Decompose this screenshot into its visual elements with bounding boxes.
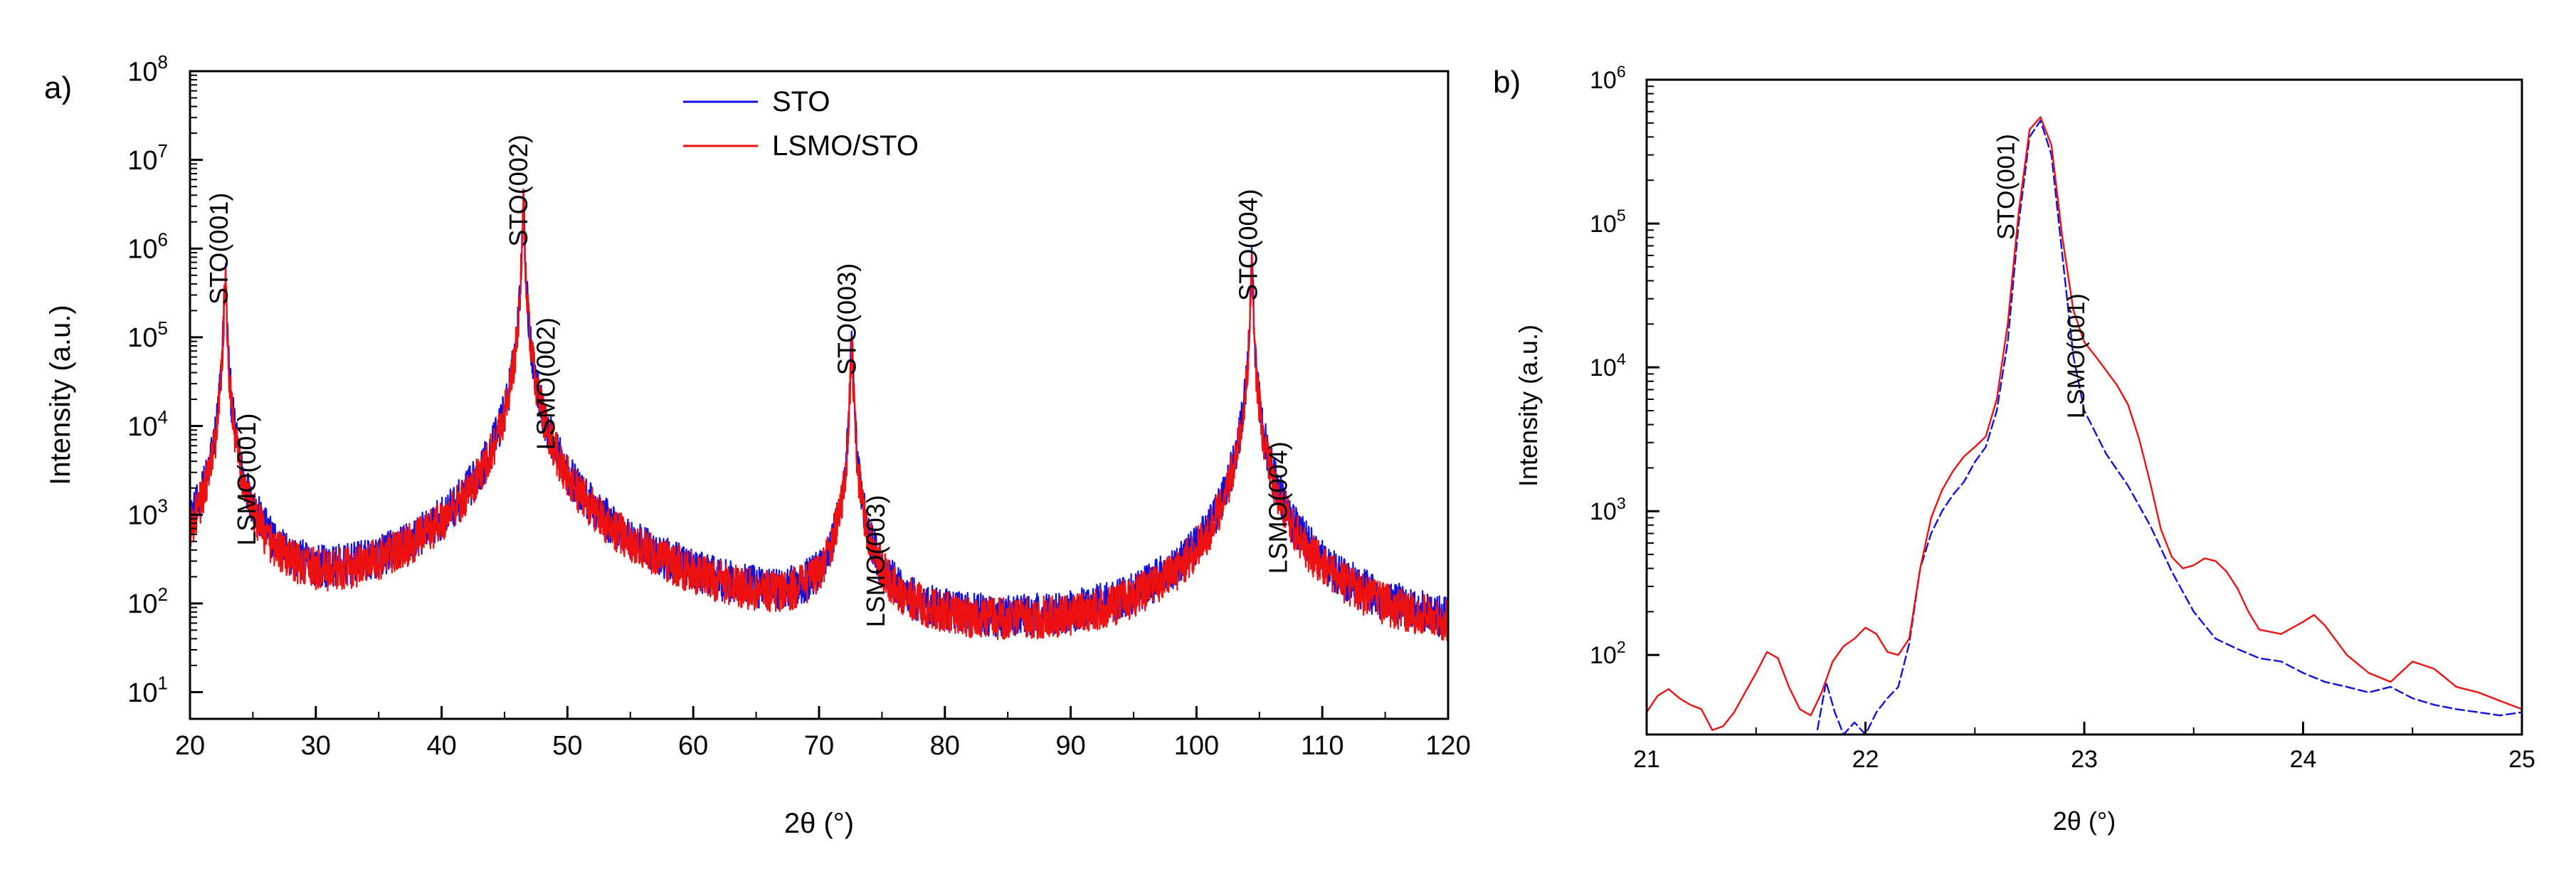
panel-b-x-tick-label: 22 [1852, 746, 1879, 773]
panel-b-y-tick-label: 104 [1590, 350, 1626, 381]
panel-b-series-sto-line [1816, 120, 2523, 736]
panel-b-plot-area [1646, 116, 2523, 736]
panel-a-y-tick-label: 102 [127, 585, 168, 619]
panel-b-y-axis-label: Intensity (a.u.) [1514, 325, 1543, 487]
panel-a-peak-label: STO(004) [1233, 189, 1262, 300]
series-lsmo-sto-line [189, 188, 1450, 641]
panel-a-peak-label: LSMO(003) [861, 495, 890, 627]
panel-a-peak-label: LSMO(002) [532, 317, 561, 450]
panel-a-y-tick-label: 105 [127, 319, 168, 353]
panel-a-peak-label: LSMO(004) [1264, 441, 1293, 574]
panel-b-x-tick-label: 25 [2508, 746, 2535, 773]
panel-b-y-ticks: 102 103 104 105 106 [1590, 63, 1659, 669]
panel-b-x-axis-label: 2θ (°) [2053, 806, 2116, 836]
panel-b-x-ticks: 21 22 23 24 25 [1633, 722, 2535, 773]
panel-a-y-tick-label: 108 [127, 53, 168, 87]
panel-a: a) 20 30 40 50 60 70 80 90 100 110 120 10110210310… [44, 53, 1471, 839]
panel-a-x-axis-label: 2θ (°) [784, 808, 854, 839]
legend: STO LSMO/STO [683, 86, 919, 162]
panel-b-y-tick-label: 102 [1590, 638, 1626, 669]
panel-a-x-tick-label: 60 [678, 731, 708, 761]
panel-b-x-tick-label: 23 [2071, 746, 2098, 773]
panel-a-x-tick-label: 110 [1301, 731, 1344, 761]
panel-a-x-tick-label: 70 [804, 731, 834, 761]
panel-a-x-ticks: 20 30 40 50 60 70 80 90 100 110 120 [175, 706, 1471, 761]
panel-b-peak-label: LSMO(001) [2063, 293, 2090, 418]
panel-a-y-tick-label: 104 [127, 408, 168, 442]
panel-a-annotations: STO(001) LSMO(001) STO(002) LSMO(002) STO(00… [204, 135, 1293, 627]
panel-a-y-tick-label: 107 [127, 142, 168, 176]
panel-a-peak-label: STO(003) [832, 263, 861, 375]
panel-a-x-tick-label: 80 [930, 731, 960, 761]
panel-b-y-tick-label: 105 [1590, 206, 1626, 238]
panel-a-y-ticks: 101 102 103 104 105 106 107 108 [127, 53, 203, 708]
panel-b-y-tick-label: 106 [1590, 63, 1626, 94]
panel-a-x-tick-label: 20 [175, 731, 205, 761]
panel-a-y-tick-label: 101 [127, 674, 168, 708]
panel-b-series-lsmo-sto-line [1646, 116, 2523, 732]
legend-sto-label: STO [772, 86, 830, 117]
panel-b-annotations: STO(001) LSMO(001) [1993, 134, 2090, 418]
panel-a-x-tick-label: 50 [552, 731, 582, 761]
panel-a-peak-label: STO(002) [504, 135, 533, 246]
legend-lsmo-label: LSMO/STO [772, 130, 919, 162]
panel-b-x-tick-label: 21 [1633, 746, 1660, 773]
panel-b-peak-label: STO(001) [1993, 134, 2020, 240]
panel-a-y-axis-label: Intensity (a.u.) [45, 305, 76, 485]
panel-a-x-tick-label: 40 [426, 731, 456, 761]
panel-a-x-tick-label: 90 [1055, 731, 1085, 761]
panel-a-y-tick-label: 106 [127, 230, 168, 264]
panel-a-x-tick-label: 100 [1174, 731, 1219, 761]
panel-b-label: b) [1493, 65, 1521, 100]
panel-a-plot-area [189, 188, 1450, 641]
panel-a-y-tick-label: 103 [127, 496, 168, 530]
panel-b: b) 21 22 23 24 25 102 103 104 105 106 STO(001) LS… [1493, 63, 2535, 836]
panel-b-x-tick-label: 24 [2290, 746, 2317, 773]
panel-a-peak-label: LSMO(001) [232, 414, 261, 546]
panel-b-y-tick-label: 103 [1590, 494, 1626, 525]
panel-a-label: a) [44, 70, 72, 105]
panel-a-x-tick-label: 30 [301, 731, 331, 761]
panel-a-peak-label: STO(001) [204, 193, 233, 305]
panel-a-x-tick-label: 120 [1425, 731, 1470, 761]
